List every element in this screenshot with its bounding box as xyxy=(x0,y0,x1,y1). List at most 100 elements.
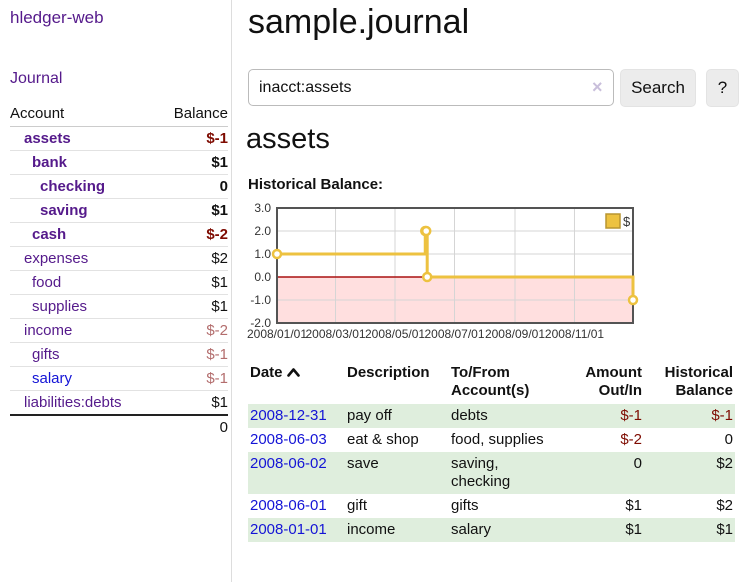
register-row: 2008-06-03 eat & shop food, supplies $-2 0 xyxy=(248,428,735,452)
account-link[interactable]: checking xyxy=(40,178,106,195)
x-tick-label: 2008/01/01 xyxy=(247,327,307,341)
account-link[interactable]: salary xyxy=(32,370,73,387)
chart-svg: $3.0 2.0 1.0 0.0 -1.0 -2.02008/01/012008/03/0… xyxy=(247,201,639,341)
x-tick-label: 2008/11/01 xyxy=(545,327,604,341)
account-balance: $-2 xyxy=(156,222,228,247)
transaction-description: eat & shop xyxy=(347,431,419,448)
account-balance: $1 xyxy=(156,390,228,416)
y-tick-label: -2.0 xyxy=(250,316,271,330)
account-row: income $-2 xyxy=(10,318,228,343)
account-link[interactable]: food xyxy=(32,274,62,291)
account-balance: 0 xyxy=(156,174,228,199)
account-link[interactable]: liabilities:debts xyxy=(24,394,122,411)
transaction-amount: $1 xyxy=(559,518,644,542)
account-row: food $1 xyxy=(10,270,228,295)
account-balance: $-1 xyxy=(156,126,228,151)
transaction-date-link[interactable]: 2008-06-02 xyxy=(250,455,327,472)
register-row: 2008-01-01 income salary $1 $1 xyxy=(248,518,735,542)
account-balance: $1 xyxy=(156,270,228,295)
legend-swatch xyxy=(605,213,621,229)
page-title: sample.journal xyxy=(248,3,470,41)
account-balance: $1 xyxy=(156,294,228,319)
account-row: liabilities:debts $1 xyxy=(10,390,228,416)
account-link[interactable]: bank xyxy=(32,154,68,171)
accounts-total-row: 0 xyxy=(10,414,228,439)
chart-title: Historical Balance: xyxy=(248,176,384,193)
account-row: checking 0 xyxy=(10,174,228,199)
legend-label: $ xyxy=(623,214,631,229)
transaction-date-link[interactable]: 2008-06-03 xyxy=(250,431,327,448)
transaction-balance: $-1 xyxy=(644,404,735,428)
transaction-accounts: debts xyxy=(449,404,559,428)
account-balance: $2 xyxy=(156,246,228,271)
sort-ascending-icon xyxy=(286,364,300,382)
account-row: saving $1 xyxy=(10,198,228,223)
x-tick-label: 2008/09/01 xyxy=(485,327,545,341)
accounts-total-balance: 0 xyxy=(156,414,228,439)
transaction-balance: $1 xyxy=(644,518,735,542)
transaction-balance: $2 xyxy=(644,452,735,494)
transaction-amount: $-1 xyxy=(559,404,644,428)
account-link[interactable]: cash xyxy=(32,226,67,243)
x-tick-label: 2008/07/01 xyxy=(424,327,484,341)
account-row: assets $-1 xyxy=(10,126,228,151)
search-button[interactable]: Search xyxy=(620,69,696,107)
account-link[interactable]: assets xyxy=(24,130,71,147)
account-row: cash $-2 xyxy=(10,222,228,247)
accounts-header-row: Account Balance xyxy=(10,100,228,127)
transaction-description: income xyxy=(345,518,449,542)
plot-border xyxy=(276,207,634,324)
accounts-table: Account Balance assets $-1 bank $1 checking 0… xyxy=(10,100,228,439)
account-link[interactable]: saving xyxy=(40,202,88,219)
transaction-date-link[interactable]: 2008-01-01 xyxy=(250,521,327,538)
transaction-balance: $2 xyxy=(716,497,733,514)
accounts-header-balance: Balance xyxy=(156,100,228,127)
transaction-accounts: saving, checking xyxy=(449,452,559,494)
transaction-description: gift xyxy=(347,497,368,514)
register-header-accounts: To/From Account(s) xyxy=(451,364,530,399)
transaction-amount: $1 xyxy=(625,497,642,514)
y-tick-label: 0.0 xyxy=(254,270,271,284)
transaction-accounts: salary xyxy=(449,518,559,542)
help-button[interactable]: ? xyxy=(706,69,739,107)
account-balance: $1 xyxy=(156,150,228,175)
transaction-date-link[interactable]: 2008-12-31 xyxy=(250,407,327,424)
data-point-marker xyxy=(627,294,639,306)
transaction-accounts: food, supplies xyxy=(451,431,544,448)
account-row: gifts $-1 xyxy=(10,342,228,367)
account-row: bank $1 xyxy=(10,150,228,175)
transaction-amount: $-2 xyxy=(620,431,642,448)
account-row: expenses $2 xyxy=(10,246,228,271)
transaction-accounts: gifts xyxy=(451,497,479,514)
register-header-row: Date Description To/From Account(s) Amou… xyxy=(248,360,735,404)
register-header-description: Description xyxy=(347,364,430,381)
x-tick-label: 2008/03/01 xyxy=(305,327,365,341)
data-point-marker xyxy=(420,225,432,237)
account-link[interactable]: income xyxy=(24,322,73,339)
app-title-link[interactable]: hledger-web xyxy=(10,8,104,27)
register-row: 2008-06-02 save saving, checking 0 $2 xyxy=(248,452,735,494)
register-header-amount: Amount Out/In xyxy=(585,364,642,399)
account-row: salary $-1 xyxy=(10,366,228,391)
account-link[interactable]: gifts xyxy=(32,346,60,363)
transaction-balance: 0 xyxy=(724,431,733,448)
transaction-date-link[interactable]: 2008-06-01 xyxy=(250,497,327,514)
register-table: Date Description To/From Account(s) Amou… xyxy=(248,360,735,542)
account-link[interactable]: expenses xyxy=(24,250,89,267)
transaction-amount: 0 xyxy=(559,452,644,494)
transaction-description: save xyxy=(345,452,449,494)
account-balance: $1 xyxy=(156,198,228,223)
account-link[interactable]: supplies xyxy=(32,298,88,315)
account-balance: $-1 xyxy=(156,366,228,391)
account-balance: $-2 xyxy=(156,318,228,343)
sidebar: hledger-web Journal Account Balance asse… xyxy=(0,0,232,582)
search-input[interactable] xyxy=(248,69,614,106)
y-tick-label: 2.0 xyxy=(254,224,271,238)
accounts-header-account: Account xyxy=(10,100,157,127)
register-header-date[interactable]: Date xyxy=(248,360,345,404)
register-row: 2008-12-31 pay off debts $-1 $-1 xyxy=(248,404,735,428)
register-row: 2008-06-01 gift gifts $1 $2 xyxy=(248,494,735,518)
journal-link[interactable]: Journal xyxy=(10,70,63,87)
clear-search-icon[interactable]: × xyxy=(592,77,603,97)
y-tick-label: -1.0 xyxy=(250,293,271,307)
